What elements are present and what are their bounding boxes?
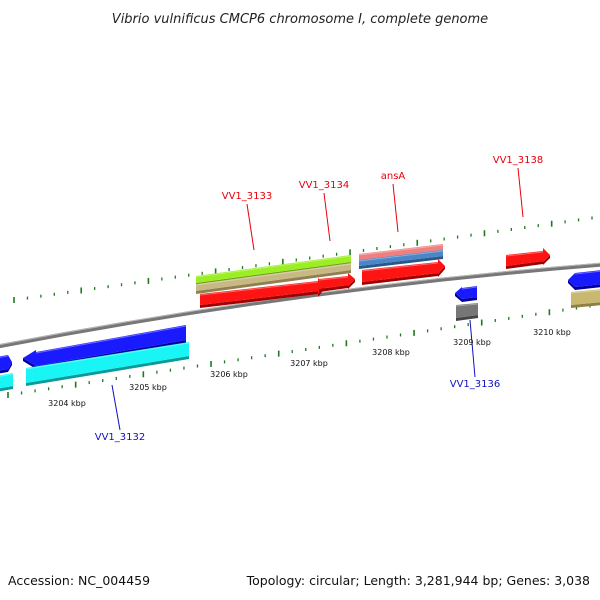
feature-cyan-band <box>25 342 190 386</box>
leader-line <box>469 319 476 378</box>
scale-label: 3209 kbp <box>453 338 491 347</box>
genome-backbone <box>0 262 600 349</box>
gene-label: VV1_3136 <box>450 379 501 390</box>
feature-cyan-left-edge <box>0 373 14 392</box>
gene-vv1-3138 <box>505 248 550 269</box>
gene-label-group: VV1_3133 VV1_3134 ansA VV1_3138 VV1_3136 VV1_… <box>95 155 544 443</box>
gene-vv1-3134 <box>318 273 355 292</box>
label-leader-lines <box>111 167 524 431</box>
scale-label: 3208 kbp <box>372 348 410 357</box>
map-title: Vibrio vulnificus CMCP6 chromosome I, co… <box>112 12 488 27</box>
scale-label: 3210 kbp <box>533 328 571 337</box>
gene-vv1-3136 <box>455 286 478 302</box>
genome-summary-label: Topology: circular; Length: 3,281,944 bp… <box>246 573 590 588</box>
leader-line <box>111 384 121 431</box>
feature-olive-right-edge <box>570 289 600 308</box>
feature-steelblue-band <box>358 250 444 269</box>
feature-gray-block <box>455 303 479 321</box>
gene-blue-right-edge <box>568 270 600 290</box>
scale-label-group: 3204 kbp 3205 kbp 3206 kbp 3207 kbp 3208 kbp… <box>48 328 571 408</box>
feature-tan-band <box>195 263 352 294</box>
leader-line <box>246 203 255 251</box>
scale-label: 3204 kbp <box>48 399 86 408</box>
accession-label: Accession: NC_004459 <box>8 573 151 588</box>
gene-label: ansA <box>381 171 406 182</box>
leader-line <box>323 192 331 242</box>
scale-label: 3207 kbp <box>290 359 328 368</box>
scale-label: 3205 kbp <box>129 383 167 392</box>
feature-track <box>0 244 600 392</box>
leader-line <box>517 167 524 218</box>
gene-ansa <box>361 259 445 285</box>
gene-label: VV1_3133 <box>222 191 273 202</box>
gene-label: VV1_3132 <box>95 432 146 443</box>
gene-blue-left-edge <box>0 355 12 374</box>
scale-label: 3206 kbp <box>210 370 248 379</box>
gene-label: VV1_3138 <box>493 155 544 166</box>
upper-tick-row <box>13 216 593 303</box>
gene-label: VV1_3134 <box>299 180 350 191</box>
leader-line <box>392 183 399 233</box>
